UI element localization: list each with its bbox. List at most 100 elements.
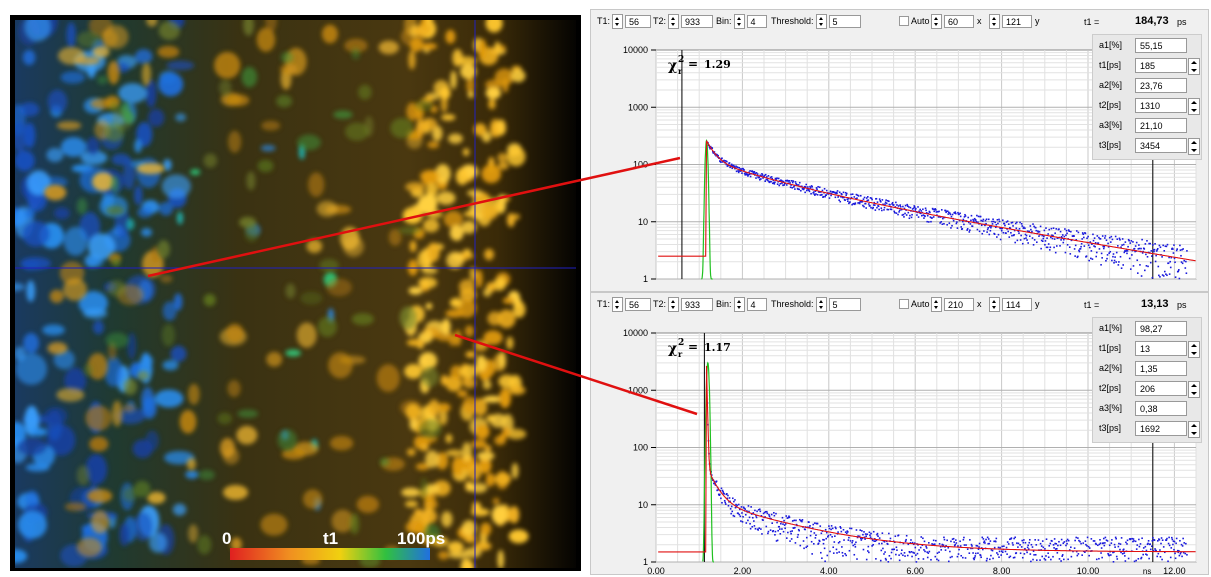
t1-spinner[interactable] <box>612 296 624 312</box>
data-point <box>901 549 903 551</box>
y-input[interactable]: 114 <box>1002 297 1032 311</box>
data-point <box>992 557 994 560</box>
y-label: y <box>1035 16 1040 26</box>
t1-input[interactable]: 56 <box>625 14 652 28</box>
data-point <box>1060 560 1062 562</box>
t2-input[interactable]: 933 <box>681 297 714 311</box>
data-point <box>727 164 730 167</box>
data-point <box>724 503 727 505</box>
t1-spinner[interactable] <box>612 13 624 29</box>
data-point <box>867 199 870 201</box>
param-value-input[interactable]: 1,35 <box>1135 361 1187 376</box>
image-blob <box>466 76 475 94</box>
param-spinner[interactable] <box>1188 98 1200 115</box>
data-point <box>917 544 919 546</box>
auto-checkbox[interactable] <box>899 299 909 309</box>
image-blob <box>88 233 116 260</box>
bin-spinner[interactable] <box>733 13 745 29</box>
t2-spinner[interactable] <box>668 296 680 312</box>
param-spinner[interactable] <box>1188 138 1200 155</box>
param-spinner[interactable] <box>1188 341 1200 358</box>
data-point <box>1023 237 1026 240</box>
param-value-input[interactable]: 23,76 <box>1135 78 1187 93</box>
x-spinner[interactable] <box>931 13 942 29</box>
bin-spinner[interactable] <box>733 296 745 312</box>
data-point <box>830 194 832 197</box>
data-point <box>985 218 988 221</box>
data-point <box>897 205 900 207</box>
data-point <box>1186 250 1188 252</box>
param-spinner[interactable] <box>1188 381 1200 398</box>
x-input[interactable]: 210 <box>944 297 974 311</box>
data-point <box>1035 544 1038 546</box>
data-point <box>1116 238 1119 240</box>
param-value-input[interactable]: 13 <box>1135 341 1187 356</box>
flim-image[interactable]: 0 t1 100ps <box>15 20 576 568</box>
data-point <box>967 216 970 219</box>
param-value-input[interactable]: 185 <box>1135 58 1187 73</box>
data-point <box>891 201 894 204</box>
t1-input[interactable]: 56 <box>625 297 652 311</box>
data-point <box>960 226 963 228</box>
image-blob <box>451 456 464 477</box>
data-point <box>993 540 995 543</box>
x-spinner[interactable] <box>931 296 942 312</box>
param-spinner[interactable] <box>1188 421 1200 438</box>
data-point <box>782 184 784 187</box>
param-value-input[interactable]: 206 <box>1135 381 1187 396</box>
image-blob <box>63 278 88 301</box>
data-point <box>778 525 781 528</box>
bin-input[interactable]: 4 <box>746 297 767 311</box>
image-blob <box>450 70 457 90</box>
data-point <box>730 163 733 166</box>
data-point <box>981 232 984 235</box>
x-input[interactable]: 60 <box>944 14 974 28</box>
y-spinner[interactable] <box>989 296 1000 312</box>
t2-input[interactable]: 933 <box>681 14 714 28</box>
param-value-input[interactable]: 55,15 <box>1135 38 1187 53</box>
threshold-input[interactable]: 5 <box>828 297 861 311</box>
t2-spinner[interactable] <box>668 13 680 29</box>
auto-checkbox[interactable] <box>899 16 909 26</box>
data-point <box>857 535 860 538</box>
data-point <box>1032 244 1035 246</box>
data-point <box>978 546 980 548</box>
data-point <box>742 506 745 509</box>
param-spinner[interactable] <box>1188 58 1200 75</box>
data-point <box>766 178 769 181</box>
param-value-input[interactable]: 21,10 <box>1135 118 1187 133</box>
y-spinner[interactable] <box>989 13 1000 29</box>
data-point <box>1055 228 1058 230</box>
data-point <box>983 541 985 544</box>
data-point <box>1049 542 1052 545</box>
data-point <box>1151 255 1153 257</box>
param-value-input[interactable]: 3454 <box>1135 138 1187 153</box>
data-point <box>1131 537 1134 540</box>
y-input[interactable]: 121 <box>1002 14 1032 28</box>
image-blob <box>421 42 438 50</box>
image-blob <box>398 226 422 235</box>
data-point <box>1150 250 1153 252</box>
param-value-input[interactable]: 98,27 <box>1135 321 1187 336</box>
param-row: t3[ps] 1692 <box>1093 421 1201 438</box>
data-point <box>889 204 891 206</box>
data-point <box>742 516 744 518</box>
data-point <box>931 217 933 219</box>
bin-input[interactable]: 4 <box>746 14 767 28</box>
threshold-spinner[interactable] <box>815 13 827 29</box>
data-point <box>771 177 774 180</box>
param-value-input[interactable]: 0,38 <box>1135 401 1187 416</box>
param-value-input[interactable]: 1692 <box>1135 421 1187 436</box>
threshold-spinner[interactable] <box>815 296 827 312</box>
data-point <box>1161 256 1163 258</box>
param-row: a3[%] 0,38 <box>1093 401 1201 417</box>
data-point <box>1147 542 1149 545</box>
data-point <box>1173 540 1176 543</box>
threshold-input[interactable]: 5 <box>828 14 861 28</box>
data-point <box>717 154 720 157</box>
data-point <box>865 535 867 538</box>
data-point <box>922 558 925 560</box>
param-value-input[interactable]: 1310 <box>1135 98 1187 113</box>
data-point <box>1118 261 1120 263</box>
